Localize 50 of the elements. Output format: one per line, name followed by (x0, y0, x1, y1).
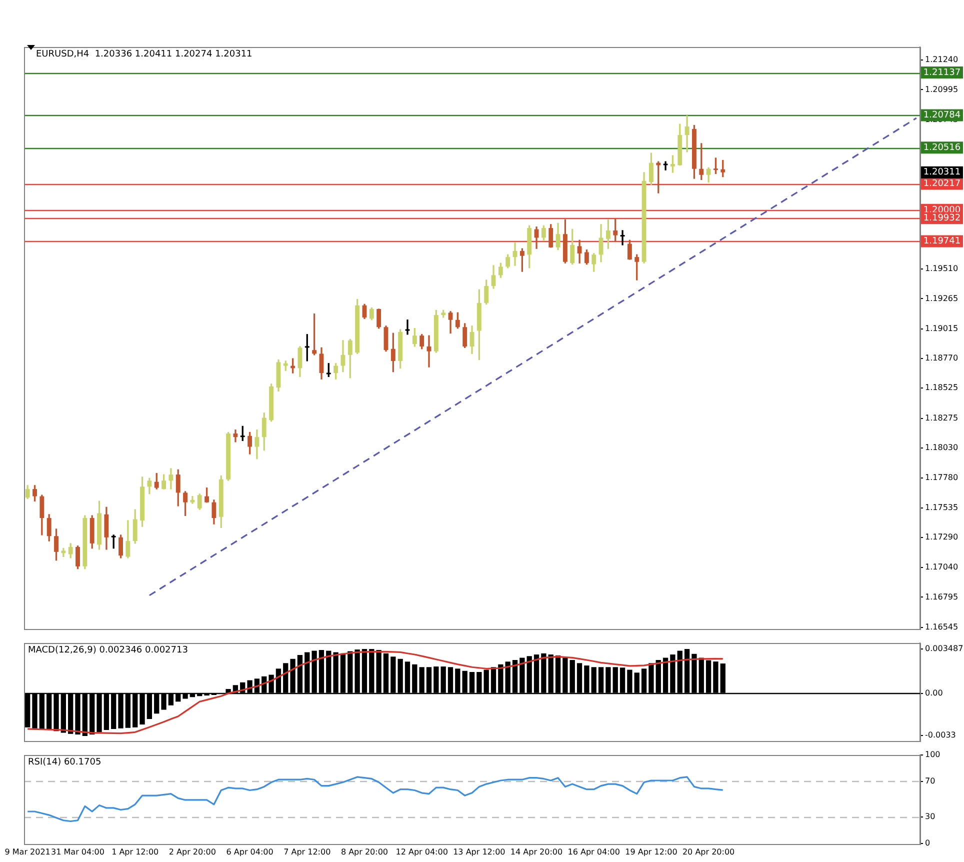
y-tick-label: 30 (925, 812, 936, 821)
y-tick-label: 1.17290 (925, 532, 958, 542)
y-tick-label: 1.17535 (925, 502, 958, 512)
x-tick-label: 1 Apr 12:00 (112, 847, 159, 856)
ref-line-label: 1.19741 (923, 236, 961, 247)
x-tick-label: 8 Apr 20:00 (340, 847, 388, 856)
y-tick-label: 100 (925, 750, 940, 759)
x-tick-label: 2 Apr 20:00 (168, 847, 216, 856)
x-tick-label: 6 Apr 04:00 (226, 847, 274, 856)
ref-line-label: 1.20784 (923, 110, 961, 121)
y-tick-label: 1.20995 (925, 84, 958, 94)
candlestick (620, 230, 625, 246)
y-tick-label: 1.18030 (925, 443, 958, 452)
y-tick-label: -0.0033 (925, 730, 956, 740)
candlestick (426, 335, 432, 368)
ref-line-label: 1.20516 (923, 142, 961, 153)
y-tick-label: 1.19510 (925, 264, 958, 274)
x-tick-label: 14 Apr 20:00 (510, 847, 563, 856)
x-tick-label: 7 Apr 12:00 (284, 847, 331, 856)
y-tick-label: 1.18525 (925, 383, 958, 392)
text: 1.20311 (923, 168, 961, 178)
y-tick-label: 1.19015 (925, 324, 958, 334)
candlestick (663, 161, 668, 170)
y-tick-label: 1.16545 (925, 622, 958, 632)
y-tick-label: 1.21240 (925, 55, 958, 64)
chart-title: EURUSD,H4 1.20336 1.20411 1.20274 1.20311 (36, 50, 252, 60)
y-tick-label: 1.17780 (925, 473, 958, 482)
x-tick-label: 19 Apr 12:00 (625, 847, 678, 856)
chart-title: RSI(14) 60.1705 (28, 758, 102, 768)
y-tick-label: 0.00 (925, 688, 943, 698)
y-tick-label: 1.19265 (925, 294, 958, 303)
y-tick-label: 1.18275 (925, 413, 958, 422)
ref-line-label: 1.20217 (923, 179, 961, 190)
y-tick-label: 0.003487 (925, 644, 964, 654)
x-tick-label: 16 Apr 04:00 (568, 847, 620, 856)
y-tick-label: 70 (925, 776, 936, 786)
candlestick (512, 242, 518, 266)
y-tick-label: 1.17040 (925, 562, 958, 572)
x-tick-label: 31 Mar 04:00 (51, 847, 104, 856)
x-tick-label: 20 Apr 20:00 (682, 847, 735, 856)
y-tick-label: 1.18770 (925, 354, 958, 363)
candlestick (684, 115, 690, 152)
chart-title: MACD(12,26,9) 0.002346 0.002713 (28, 646, 188, 656)
y-tick-label: 1.16795 (925, 592, 958, 602)
ref-line-label: 1.19932 (923, 213, 961, 224)
y-tick-label: 0 (925, 838, 930, 848)
x-tick-label: 9 Mar 2021 (4, 847, 50, 856)
ref-line-label: 1.21137 (923, 68, 961, 78)
x-tick-label: 13 Apr 12:00 (453, 847, 506, 856)
x-tick-label: 12 Apr 04:00 (396, 847, 448, 856)
